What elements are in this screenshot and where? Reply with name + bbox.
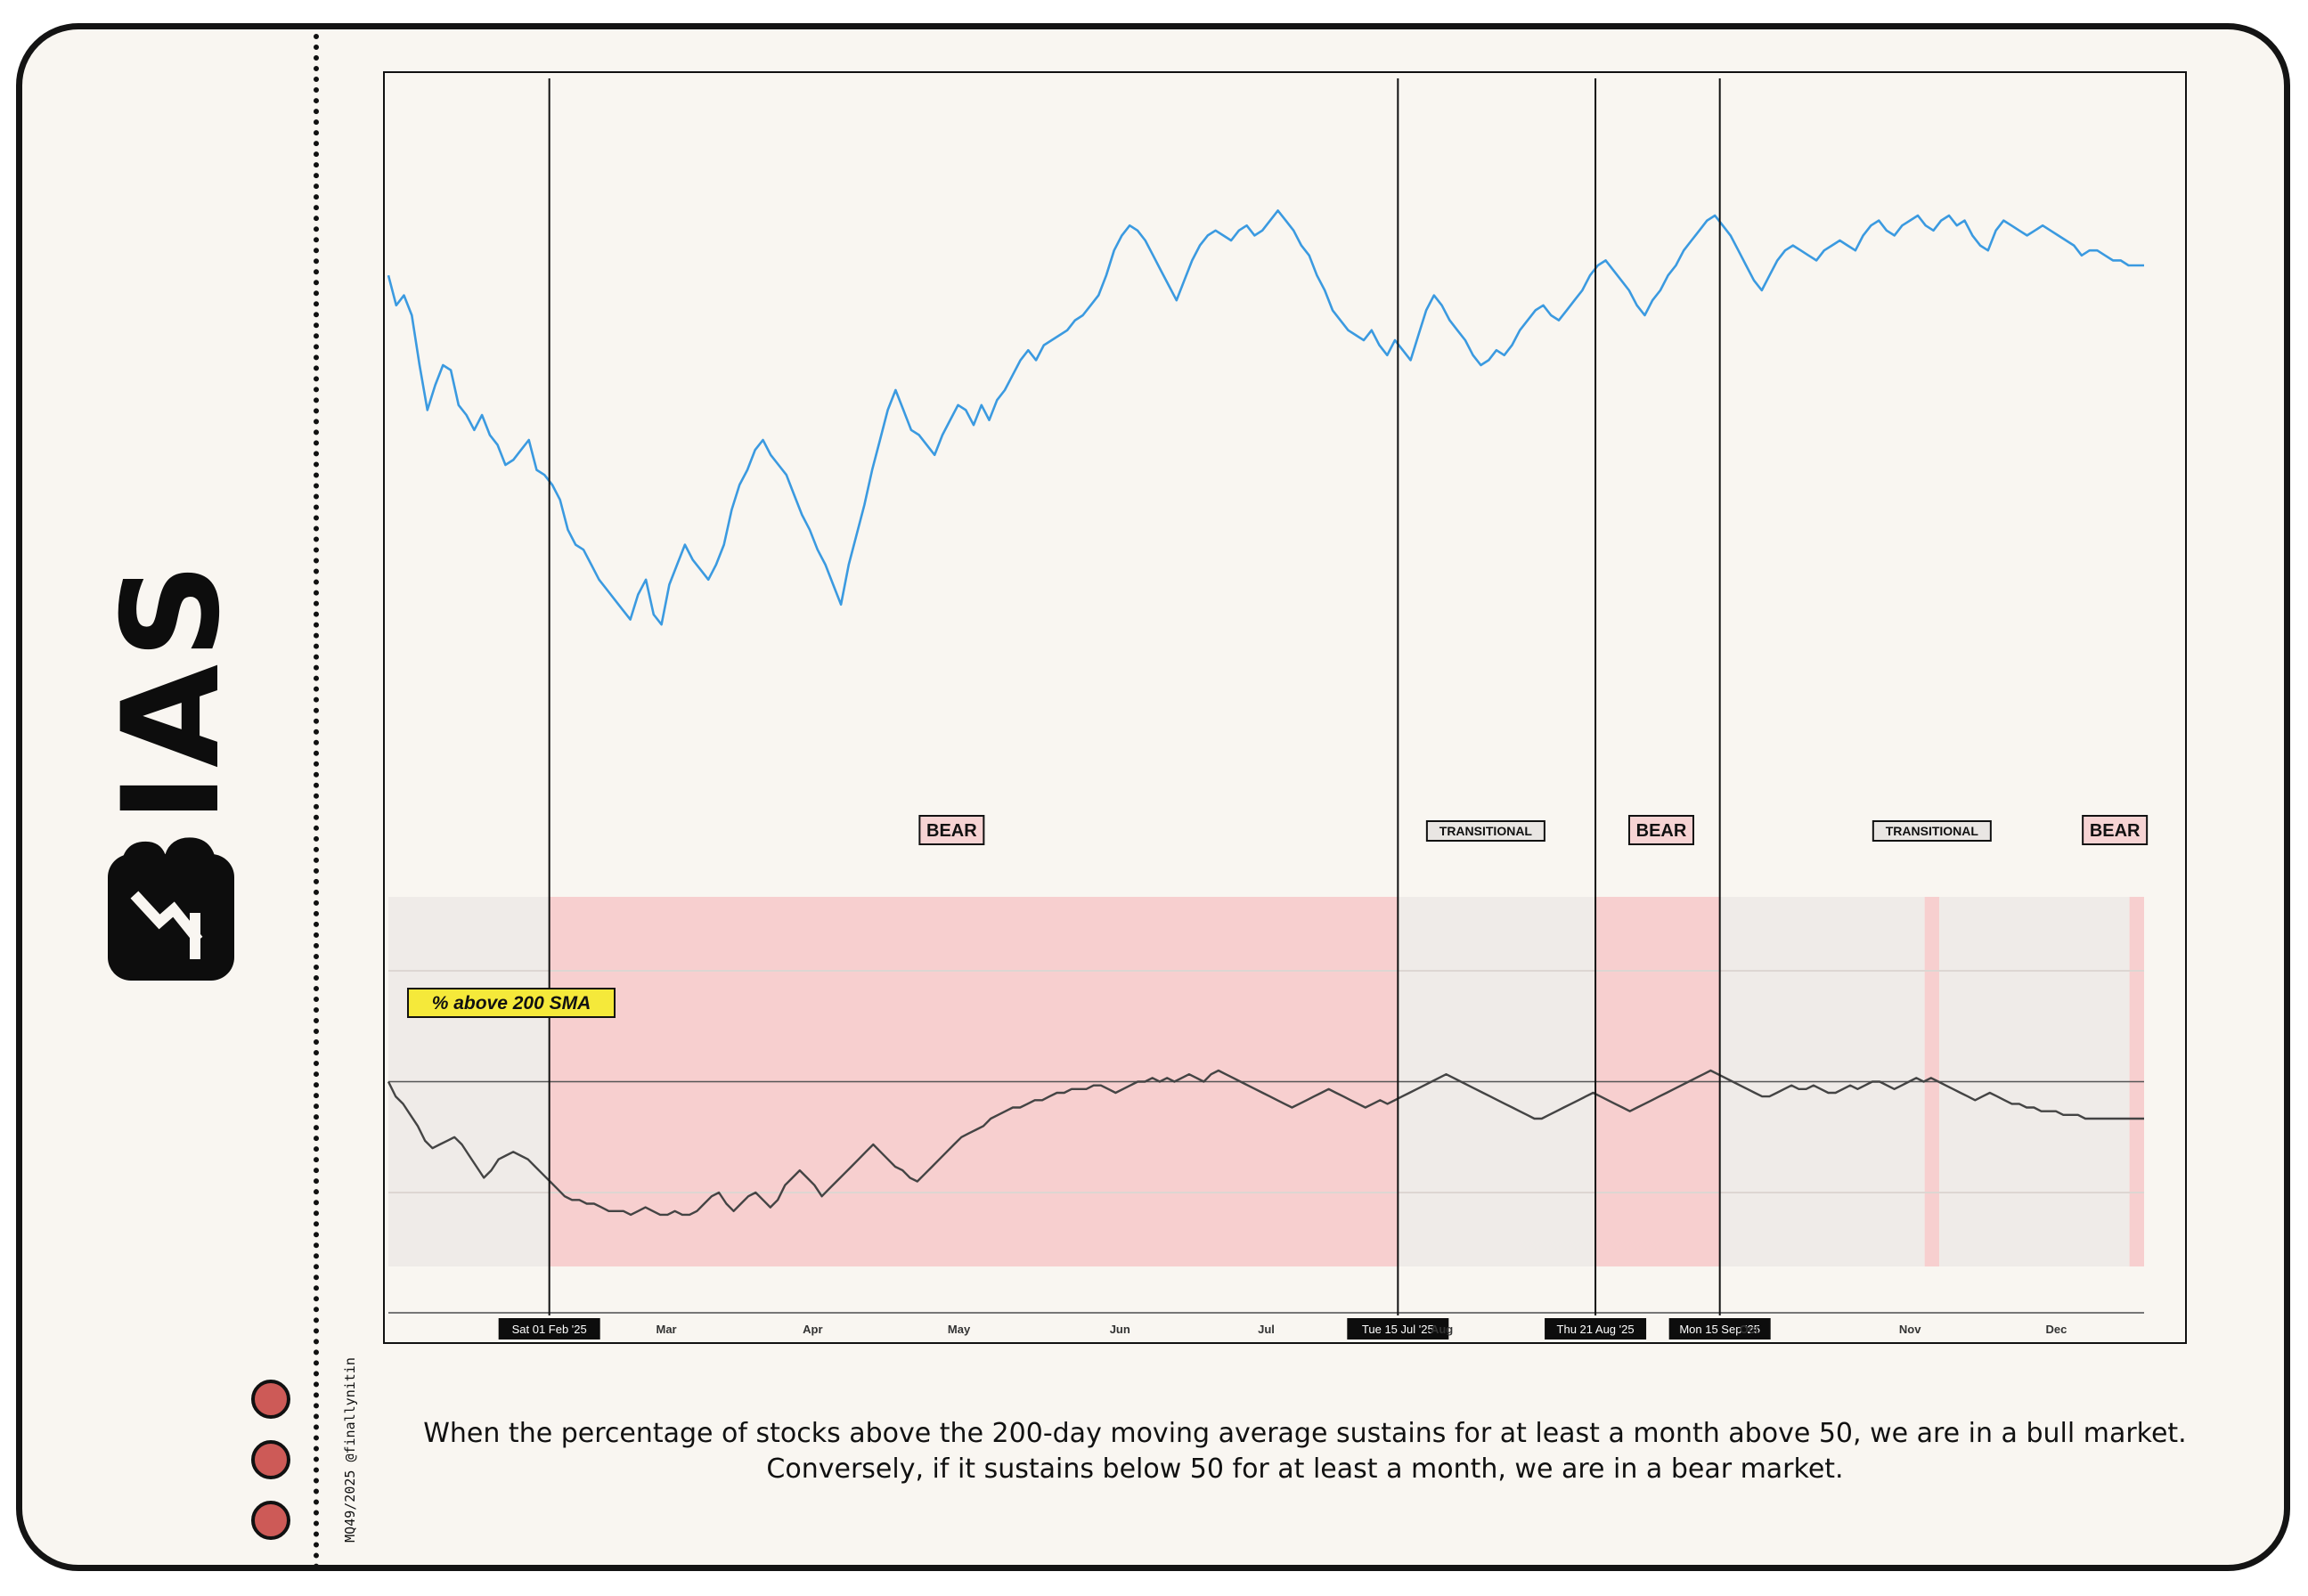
x-tick-label-1: Apr — [803, 1323, 822, 1336]
x-tick-label-7: Nov — [1899, 1323, 1921, 1336]
chart-caption: When the percentage of stocks above the … — [423, 1418, 2187, 1485]
x-tick-label-4: Jul — [1258, 1323, 1275, 1336]
event-marker-label-0: Sat 01 Feb '25 — [512, 1323, 587, 1336]
decorative-dot-2 — [251, 1440, 290, 1479]
event-marker-label-2: Thu 21 Aug '25 — [1557, 1323, 1635, 1336]
regime-label-0: BEAR — [926, 821, 977, 841]
x-tick-label-2: May — [948, 1323, 971, 1336]
x-tick-label-5: Aug — [1431, 1323, 1453, 1336]
regime-label-4: BEAR — [2090, 821, 2141, 841]
x-tick-label-0: Mar — [657, 1323, 677, 1336]
regime-label-1: TRANSITIONAL — [1439, 824, 1533, 838]
regime-label-box-3 — [1872, 820, 1992, 842]
sidebar-divider — [314, 34, 319, 1565]
event-marker-label-3: Mon 15 Sep '25 — [1679, 1323, 1760, 1336]
breadth-series-line — [387, 1069, 2144, 1217]
indicator-label-box — [407, 988, 616, 1018]
author-credit: MQ49/2025 @finallynitin — [342, 1357, 358, 1543]
market-regime-chart: Sat 01 Feb '25 Tue 15 Jul '25 Thu 21 Aug '… — [387, 78, 2149, 1340]
regime-label-3: TRANSITIONAL — [1886, 824, 1979, 838]
x-tick-label-3: Jun — [1110, 1323, 1130, 1336]
x-tick-label-8: Dec — [2046, 1323, 2067, 1336]
decorative-dot-1 — [251, 1380, 290, 1419]
regime-label-box-0 — [918, 815, 985, 845]
regime-label-2: BEAR — [1636, 821, 1687, 841]
regime-label-box-4 — [2082, 815, 2149, 845]
event-marker-label-1: Tue 15 Jul '25 — [1362, 1323, 1434, 1336]
event-marker-badge-1 — [1347, 1318, 1449, 1340]
brand-logo-icon — [108, 854, 234, 981]
event-marker-badge-0 — [498, 1318, 600, 1340]
index-series-line — [387, 209, 2144, 626]
event-marker-badge-2 — [1545, 1318, 1647, 1340]
x-tick-label-6: Oct — [1740, 1323, 1759, 1336]
regime-label-box-1 — [1425, 820, 1545, 842]
chart-frame: Sat 01 Feb '25 Tue 15 Jul '25 Thu 21 Aug '… — [383, 71, 2187, 1344]
indicator-label: % above 200 SMA — [432, 993, 591, 1014]
event-marker-badge-3 — [1668, 1318, 1771, 1340]
regime-label-box-2 — [1627, 815, 1694, 845]
decorative-dot-3 — [251, 1501, 290, 1540]
